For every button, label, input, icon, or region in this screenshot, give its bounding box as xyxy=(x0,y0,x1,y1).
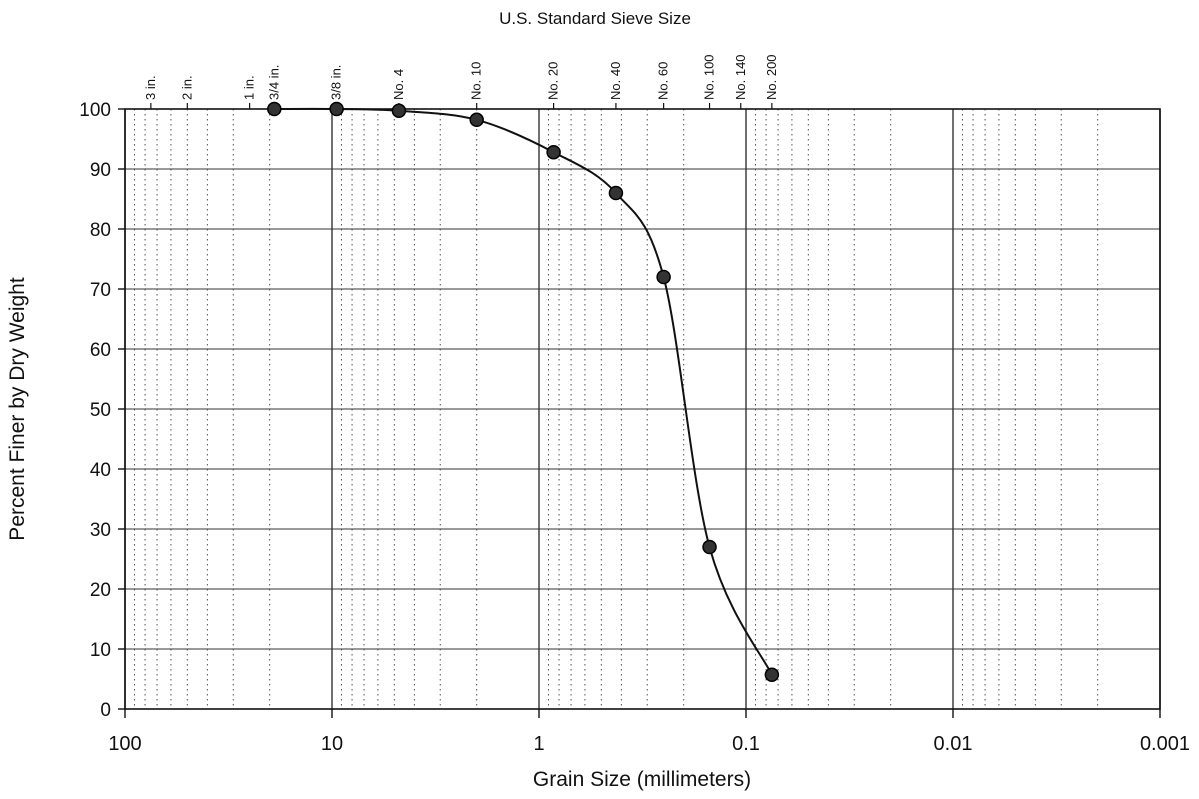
y-axis-label: Percent Finer by Dry Weight xyxy=(6,277,29,541)
sieve-label: 1 in. xyxy=(242,75,257,100)
data-point xyxy=(656,269,671,285)
sieve-label: No. 20 xyxy=(546,62,561,100)
sieve-label: No. 60 xyxy=(656,62,671,100)
data-point xyxy=(608,185,624,201)
data-point xyxy=(702,539,717,555)
x-tick-label: 100 xyxy=(108,733,141,755)
y-tick-label: 30 xyxy=(90,520,111,541)
sieve-label: No. 100 xyxy=(702,54,717,100)
data-point xyxy=(764,667,780,683)
x-tick-label: 0.01 xyxy=(934,733,973,755)
axis-ticks: 0 10 20 30 40 50 60 70 80 90 100 100 10 1 0.1 0.01 0.001 xyxy=(79,100,1190,755)
sieve-label: 2 in. xyxy=(179,75,194,100)
y-tick-label: 0 xyxy=(100,700,111,721)
gradation-curve xyxy=(274,107,773,676)
sieve-label: 3 in. xyxy=(143,75,158,100)
data-point xyxy=(267,101,282,117)
x-tick-label: 0.001 xyxy=(1140,733,1190,755)
data-point xyxy=(469,112,484,128)
sieve-label: No. 200 xyxy=(764,54,779,100)
grid-layer xyxy=(124,108,1161,710)
sieve-label: No. 4 xyxy=(391,69,406,100)
y-tick-label: 20 xyxy=(90,580,111,601)
sieve-axis: 3 in. 2 in. 1 in. 3/4 in. 3/8 in. No. 4 No. 10… xyxy=(143,54,779,109)
x-axis-label: Grain Size (millimeters) xyxy=(533,768,751,791)
x-tick-label: 10 xyxy=(321,733,343,755)
chart-title: U.S. Standard Sieve Size xyxy=(499,9,691,28)
y-tick-label: 80 xyxy=(90,220,111,241)
sieve-label: No. 40 xyxy=(608,62,623,100)
series-layer xyxy=(267,101,780,683)
sieve-label: No. 10 xyxy=(469,62,484,100)
y-tick-label: 40 xyxy=(90,460,111,481)
sieve-label: No. 140 xyxy=(733,54,748,100)
data-point xyxy=(329,101,344,117)
data-point xyxy=(546,144,561,160)
y-tick-label: 100 xyxy=(79,100,111,121)
sieve-label: 3/8 in. xyxy=(329,65,344,100)
y-tick-label: 60 xyxy=(90,340,111,361)
x-tick-label: 0.1 xyxy=(732,733,760,755)
sieve-label: 3/4 in. xyxy=(266,65,281,100)
y-tick-label: 70 xyxy=(90,280,111,301)
x-tick-label: 1 xyxy=(533,733,544,755)
y-tick-label: 50 xyxy=(90,400,111,421)
y-tick-label: 90 xyxy=(90,160,111,181)
data-point xyxy=(391,103,407,119)
y-tick-label: 10 xyxy=(90,640,111,661)
